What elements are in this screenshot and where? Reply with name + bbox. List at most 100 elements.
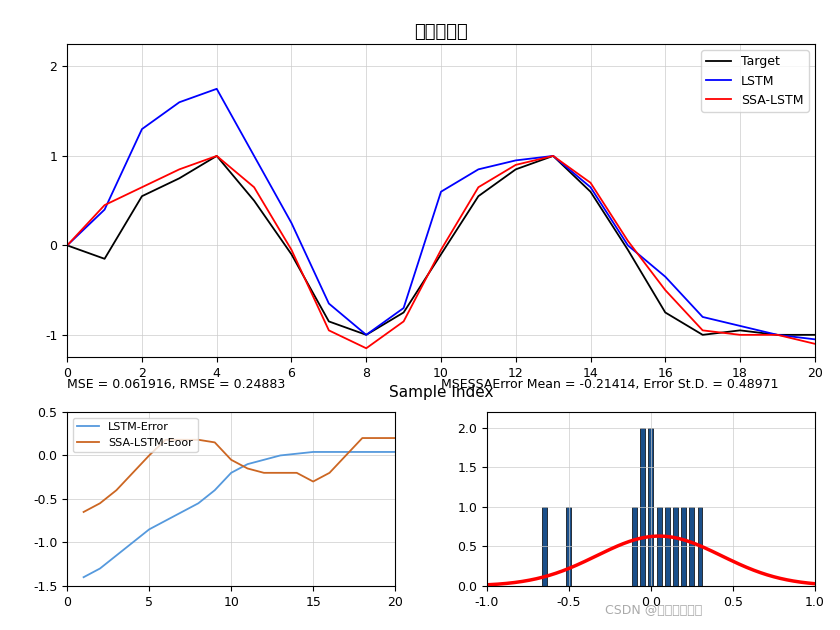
SSA-LSTM bbox=[398, 318, 408, 325]
SSA-LSTM bbox=[735, 331, 745, 339]
LSTM-Error bbox=[112, 552, 122, 559]
LSTM bbox=[323, 300, 333, 307]
LSTM bbox=[62, 242, 72, 249]
SSA-LSTM-Eoor bbox=[374, 434, 384, 442]
Text: CSDN @机器学习之心: CSDN @机器学习之心 bbox=[605, 604, 702, 617]
Line: LSTM: LSTM bbox=[67, 89, 815, 340]
Text: MSE = 0.061916, RMSE = 0.24883: MSE = 0.061916, RMSE = 0.24883 bbox=[67, 378, 286, 391]
LSTM-Error bbox=[357, 448, 367, 455]
Target bbox=[398, 309, 408, 316]
Target bbox=[735, 326, 745, 334]
Target bbox=[323, 318, 333, 325]
Line: SSA-LSTM: SSA-LSTM bbox=[67, 156, 815, 348]
Line: LSTM-Error: LSTM-Error bbox=[84, 452, 395, 577]
LSTM bbox=[137, 125, 147, 133]
SSA-LSTM-Eoor bbox=[291, 469, 302, 477]
LSTM bbox=[660, 273, 670, 280]
LSTM-Error bbox=[95, 564, 105, 572]
SSA-LSTM-Eoor bbox=[160, 436, 171, 444]
LSTM-Error bbox=[308, 448, 318, 455]
Bar bbox=[673, 507, 678, 586]
Bar bbox=[632, 507, 637, 586]
SSA-LSTM-Eoor bbox=[177, 436, 187, 444]
Bar bbox=[657, 507, 662, 586]
LSTM-Error bbox=[177, 508, 187, 516]
LSTM bbox=[772, 331, 782, 339]
LSTM bbox=[175, 98, 185, 106]
LSTM-Error bbox=[276, 452, 286, 459]
Target bbox=[286, 251, 297, 258]
LSTM-Error bbox=[390, 448, 400, 455]
Target bbox=[622, 246, 633, 254]
SSA-LSTM bbox=[286, 246, 297, 254]
LSTM-Error bbox=[291, 450, 302, 457]
SSA-LSTM-Eoor bbox=[226, 456, 236, 464]
Text: MSESSAError Mean = -0.21414, Error St.D. = 0.48971: MSESSAError Mean = -0.21414, Error St.D.… bbox=[441, 378, 779, 391]
Target bbox=[361, 331, 371, 339]
SSA-LSTM bbox=[175, 166, 185, 173]
Target bbox=[99, 255, 109, 263]
Target bbox=[697, 331, 707, 339]
X-axis label: Sample Index: Sample Index bbox=[389, 386, 493, 401]
SSA-LSTM bbox=[660, 287, 670, 294]
Target bbox=[175, 175, 185, 182]
Target bbox=[436, 251, 446, 258]
LSTM bbox=[473, 166, 483, 173]
SSA-LSTM-Eoor bbox=[210, 438, 220, 446]
SSA-LSTM-Eoor bbox=[341, 452, 351, 459]
SSA-LSTM bbox=[436, 246, 446, 254]
SSA-LSTM bbox=[473, 183, 483, 191]
Target bbox=[62, 242, 72, 249]
Target bbox=[548, 152, 558, 160]
LSTM bbox=[212, 85, 222, 93]
Bar bbox=[566, 507, 571, 586]
SSA-LSTM-Eoor bbox=[390, 434, 400, 442]
Legend: LSTM-Error, SSA-LSTM-Eoor: LSTM-Error, SSA-LSTM-Eoor bbox=[73, 418, 197, 452]
Target bbox=[772, 331, 782, 339]
SSA-LSTM bbox=[772, 331, 782, 339]
Target bbox=[249, 197, 259, 205]
SSA-LSTM-Eoor bbox=[308, 478, 318, 485]
LSTM bbox=[249, 152, 259, 160]
SSA-LSTM bbox=[585, 179, 596, 186]
Line: SSA-LSTM-Eoor: SSA-LSTM-Eoor bbox=[84, 438, 395, 512]
SSA-LSTM bbox=[62, 242, 72, 249]
Line: Target: Target bbox=[67, 156, 815, 335]
SSA-LSTM-Eoor bbox=[79, 508, 89, 516]
LSTM-Error bbox=[259, 456, 269, 464]
Target bbox=[585, 188, 596, 195]
LSTM-Error bbox=[193, 500, 203, 507]
SSA-LSTM-Eoor bbox=[259, 469, 269, 477]
Bar bbox=[542, 507, 547, 586]
SSA-LSTM-Eoor bbox=[357, 434, 367, 442]
Target bbox=[810, 331, 820, 339]
LSTM bbox=[697, 313, 707, 321]
Bar bbox=[648, 428, 654, 586]
Legend: Target, LSTM, SSA-LSTM: Target, LSTM, SSA-LSTM bbox=[701, 50, 809, 112]
LSTM bbox=[398, 304, 408, 312]
SSA-LSTM-Eoor bbox=[276, 469, 286, 477]
LSTM-Error bbox=[324, 448, 334, 455]
LSTM-Error bbox=[160, 517, 171, 524]
SSA-LSTM-Eoor bbox=[128, 469, 138, 477]
Target bbox=[212, 152, 222, 160]
SSA-LSTM bbox=[323, 326, 333, 334]
Title: 测试集结果: 测试集结果 bbox=[414, 23, 468, 41]
SSA-LSTM bbox=[99, 202, 109, 209]
Bar bbox=[681, 507, 686, 586]
LSTM-Error bbox=[144, 525, 155, 533]
SSA-LSTM bbox=[810, 340, 820, 348]
LSTM-Error bbox=[374, 448, 384, 455]
SSA-LSTM-Eoor bbox=[324, 469, 334, 477]
LSTM bbox=[548, 152, 558, 160]
Bar bbox=[690, 507, 695, 586]
LSTM bbox=[585, 183, 596, 191]
LSTM bbox=[735, 322, 745, 329]
LSTM-Error bbox=[226, 469, 236, 477]
LSTM-Error bbox=[79, 573, 89, 581]
SSA-LSTM-Eoor bbox=[144, 452, 155, 459]
SSA-LSTM bbox=[511, 161, 521, 169]
LSTM-Error bbox=[341, 448, 351, 455]
SSA-LSTM bbox=[697, 326, 707, 334]
LSTM-Error bbox=[210, 486, 220, 494]
